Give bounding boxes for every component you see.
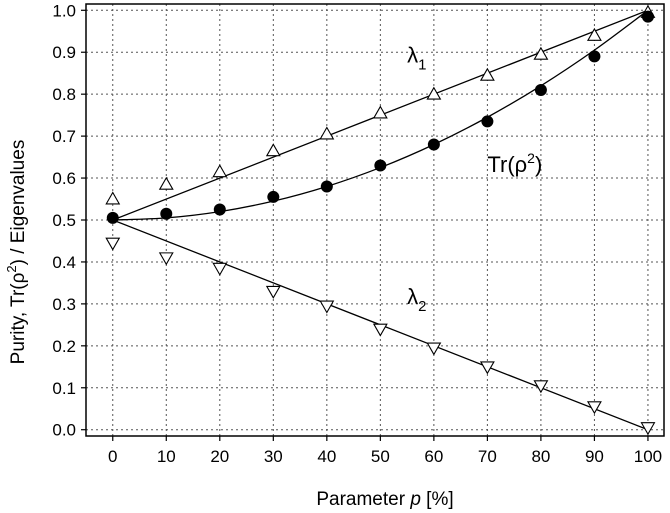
x-axis-label-unit: [%] (421, 489, 454, 510)
marker-lambda2 (158, 252, 174, 266)
x-tick-label: 60 (424, 447, 443, 466)
annotation-lambda1-base: λ (407, 43, 418, 68)
marker-lambda2 (212, 262, 228, 276)
annotation-purity-sup: 2 (527, 150, 535, 166)
y-axis-label-part-a: Purity, Tr(ρ (8, 272, 29, 364)
annotation-purity-base: Tr(ρ (487, 152, 527, 177)
marker-lambda1 (426, 86, 442, 100)
marker-purity (588, 50, 601, 63)
svg-text:λ1: λ1 (407, 43, 426, 74)
y-tick-label: 0.5 (52, 211, 76, 230)
marker-lambda1 (479, 67, 495, 81)
x-tick-label: 50 (371, 447, 390, 466)
y-tick-label: 0.8 (52, 85, 76, 104)
marker-lambda1 (372, 105, 388, 119)
marker-lambda1 (212, 164, 228, 178)
annotation-lambda2-sub: 2 (418, 298, 426, 315)
marker-purity (427, 138, 440, 151)
x-tick-label: 20 (210, 447, 229, 466)
marker-lambda2 (319, 300, 335, 314)
x-tick-label: 0 (108, 447, 117, 466)
y-tick-label: 0.4 (52, 253, 76, 272)
marker-lambda1 (586, 27, 602, 41)
x-tick-label: 80 (531, 447, 550, 466)
data-markers (105, 4, 656, 436)
marker-lambda1 (319, 126, 335, 140)
axis-ticks: 0 10 20 30 40 50 60 70 80 90 100 0.0 0.1 0.2 0.3 0.4 0.5… (52, 1, 662, 466)
y-axis-label-part-b: ) / Eigenvalues (8, 140, 29, 266)
marker-lambda2 (372, 323, 388, 337)
annotation-lambda1: λ1 (407, 43, 426, 74)
marker-purity (267, 190, 280, 203)
marker-lambda2 (586, 401, 602, 415)
annotation-purity-tail: ) (535, 152, 542, 177)
y-tick-label: 0.3 (52, 295, 76, 314)
marker-purity (213, 203, 226, 216)
marker-purity (481, 115, 494, 128)
marker-lambda1 (105, 191, 121, 205)
annotation-lambda1-sub: 1 (418, 57, 426, 74)
marker-lambda1 (533, 46, 549, 60)
x-tick-label: 10 (157, 447, 176, 466)
marker-purity (641, 10, 654, 23)
x-axis-label-prefix: Parameter (316, 489, 410, 510)
y-tick-label: 0.9 (52, 43, 76, 62)
marker-lambda2 (105, 237, 121, 251)
marker-purity (320, 180, 333, 193)
x-tick-label: 40 (317, 447, 336, 466)
x-axis-label-var: p (409, 489, 421, 510)
x-tick-label: 100 (634, 447, 662, 466)
marker-lambda2 (265, 285, 281, 299)
y-axis-label-sup: 2 (4, 265, 19, 272)
annotation-lambda2-base: λ (407, 284, 418, 309)
marker-purity (374, 159, 387, 172)
marker-purity (160, 207, 173, 220)
x-tick-label: 70 (478, 447, 497, 466)
marker-lambda1 (158, 176, 174, 190)
svg-text:Tr(ρ2): Tr(ρ2) (487, 150, 542, 177)
grid (86, 4, 664, 436)
marker-lambda1 (265, 143, 281, 157)
x-tick-label: 30 (264, 447, 283, 466)
annotation-purity: Tr(ρ2) (487, 150, 542, 177)
marker-purity (534, 83, 547, 96)
y-tick-label: 0.2 (52, 337, 76, 356)
annotation-lambda2: λ2 (407, 284, 426, 315)
y-axis-label: Purity, Tr(ρ2) / Eigenvalues (4, 140, 29, 365)
marker-lambda2 (479, 361, 495, 375)
y-tick-label: 0.7 (52, 127, 76, 146)
y-tick-label: 0.6 (52, 169, 76, 188)
y-tick-label: 0.1 (52, 379, 76, 398)
marker-lambda2 (533, 380, 549, 394)
y-tick-label: 1.0 (52, 1, 76, 20)
marker-lambda2 (426, 342, 442, 356)
svg-text:λ2: λ2 (407, 284, 426, 315)
y-tick-label: 0.0 (52, 421, 76, 440)
x-tick-label: 90 (585, 447, 604, 466)
x-axis-label: Parameter p [%] (316, 489, 453, 510)
marker-lambda2 (640, 422, 656, 436)
marker-purity (106, 211, 119, 224)
